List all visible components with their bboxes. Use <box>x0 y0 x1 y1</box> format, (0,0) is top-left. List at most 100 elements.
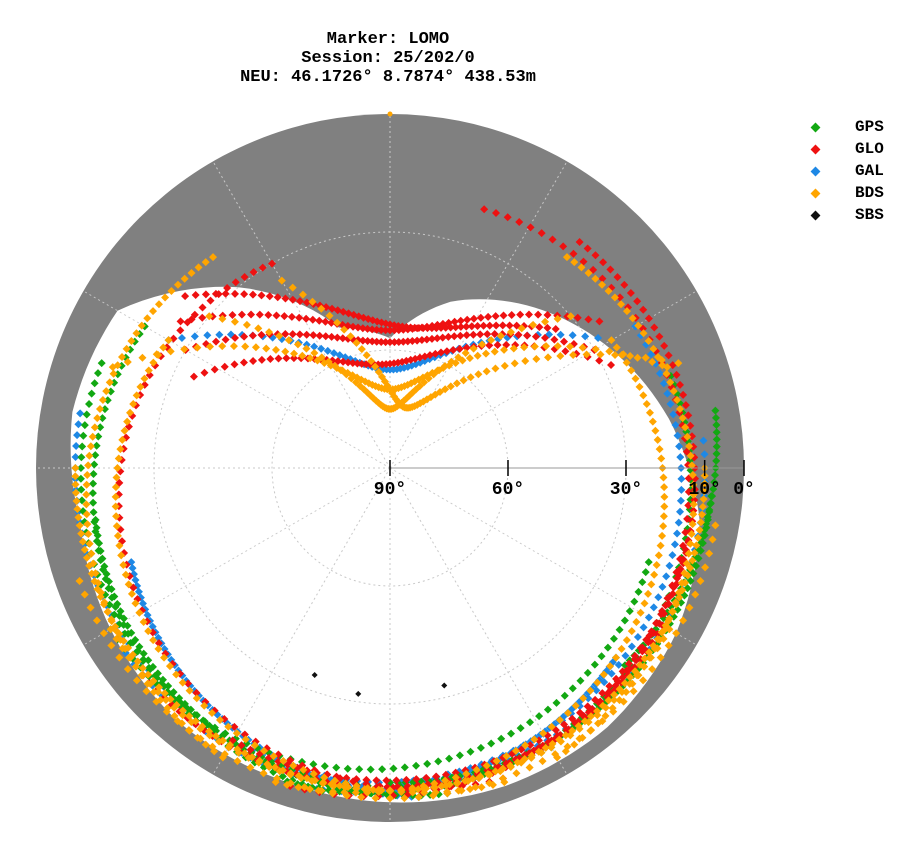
obs-point-gal <box>131 575 140 584</box>
obs-point-bds <box>309 769 318 778</box>
obs-point-bds <box>676 404 685 413</box>
obs-point-bds <box>77 529 86 538</box>
obs-point-glo <box>462 322 471 331</box>
obs-point-bds <box>340 325 349 334</box>
obs-point-glo <box>498 321 507 330</box>
obs-point-bds <box>135 608 144 617</box>
obs-point-bds <box>678 414 687 423</box>
obs-point-glo <box>221 289 230 298</box>
obs-point-gps <box>597 652 606 661</box>
obs-point-glo <box>189 372 198 381</box>
obs-point-bds <box>111 626 120 635</box>
obs-point-bds <box>144 366 153 375</box>
obs-point-bds <box>154 300 163 309</box>
obs-point-bds <box>691 590 700 599</box>
obs-point-bds <box>371 362 380 371</box>
obs-point-bds <box>200 701 209 710</box>
track-glo <box>189 340 616 381</box>
legend-item-glo: GLO <box>810 138 884 160</box>
obs-point-bds <box>658 531 667 540</box>
obs-point-gps <box>560 691 569 700</box>
obs-point-glo <box>526 223 535 232</box>
obs-point-bds <box>619 697 628 706</box>
obs-point-glo <box>237 741 246 750</box>
obs-point-bds <box>142 687 151 696</box>
title-session: Session: 25/202/0 <box>301 49 475 68</box>
obs-point-bds <box>430 783 439 792</box>
obs-point-bds <box>571 701 580 710</box>
obs-point-bds <box>126 653 135 662</box>
obs-point-bds <box>367 357 376 366</box>
legend-label: GPS <box>855 118 884 136</box>
obs-point-bds <box>500 345 509 354</box>
obs-point-bds <box>120 426 129 435</box>
obs-point-glo <box>390 326 399 335</box>
obs-point-bds <box>230 317 239 326</box>
obs-point-gps <box>711 406 720 415</box>
obs-point-bds <box>178 678 187 687</box>
obs-point-bds <box>224 722 233 731</box>
obs-point-bds <box>193 343 202 352</box>
obs-point-gps <box>96 556 105 565</box>
obs-point-bds <box>562 253 571 262</box>
obs-point-gal <box>594 333 603 342</box>
obs-point-gps <box>210 723 219 732</box>
obs-point-bds <box>111 492 120 501</box>
obs-point-glo <box>342 774 351 783</box>
obs-point-bds <box>472 765 481 774</box>
obs-point-glo <box>246 745 255 754</box>
obs-point-glo <box>499 311 508 320</box>
obs-point-gal <box>663 389 672 398</box>
obs-point-glo <box>282 354 291 363</box>
obs-point-glo <box>333 333 342 342</box>
obs-point-bds <box>162 707 171 716</box>
obs-point-bds <box>521 741 530 750</box>
obs-point-bds <box>689 510 698 519</box>
obs-point-bds <box>673 395 682 404</box>
obs-point-glo <box>286 756 295 765</box>
obs-point-bds <box>149 688 158 697</box>
obs-point-glo <box>523 331 532 340</box>
obs-point-glo <box>463 315 472 324</box>
obs-point-glo <box>524 310 533 319</box>
obs-point-bds <box>435 366 444 375</box>
obs-point-glo <box>372 325 381 334</box>
obs-point-bds <box>671 598 680 607</box>
obs-point-glo <box>266 355 275 364</box>
legend-item-sbs: SBS <box>810 204 884 226</box>
obs-point-glo <box>483 330 492 339</box>
obs-point-bds <box>98 395 107 404</box>
legend-marker <box>810 144 821 154</box>
obs-point-bds <box>654 551 663 560</box>
obs-point-bds <box>132 391 141 400</box>
obs-point-bds <box>166 347 175 356</box>
obs-point-bds <box>307 776 316 785</box>
obs-point-bds <box>662 369 671 378</box>
obs-point-bds <box>152 350 161 359</box>
grid-azimuth-line <box>212 467 391 775</box>
obs-point-bds <box>711 521 720 530</box>
obs-point-gps <box>320 762 329 771</box>
obs-point-bds <box>414 785 423 794</box>
grid-azimuth-line <box>389 290 697 469</box>
obs-point-bds <box>284 336 293 345</box>
obs-point-glo <box>274 354 283 363</box>
obs-point-bds <box>461 348 470 357</box>
obs-point-bds <box>112 512 121 521</box>
obs-point-bds <box>299 765 308 774</box>
obs-point-bds <box>561 731 570 740</box>
obs-point-bds <box>544 353 553 362</box>
obs-point-bds <box>84 529 93 538</box>
obs-point-glo <box>605 682 614 691</box>
obs-point-bds <box>185 686 194 695</box>
obs-point-bds <box>115 653 124 662</box>
obs-point-bds <box>618 688 627 697</box>
obs-point-bds <box>443 789 452 798</box>
obs-point-bds <box>657 454 666 463</box>
obs-point-glo <box>598 689 607 698</box>
obs-point-bds <box>665 625 674 634</box>
obs-point-glo <box>210 365 219 374</box>
obs-point-glo <box>569 249 578 258</box>
obs-point-glo <box>476 330 485 339</box>
obs-point-bds <box>187 268 196 277</box>
